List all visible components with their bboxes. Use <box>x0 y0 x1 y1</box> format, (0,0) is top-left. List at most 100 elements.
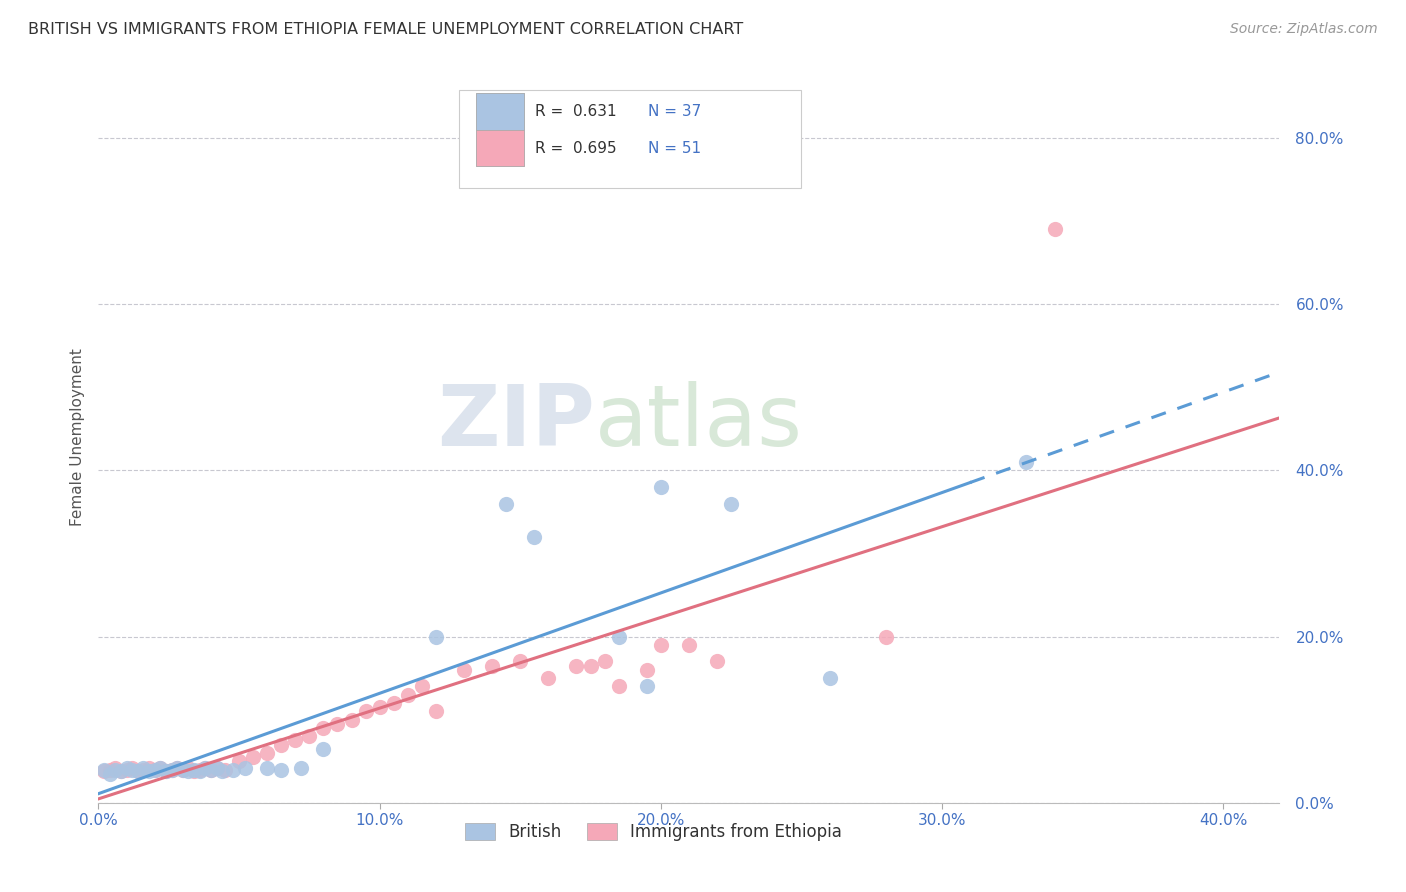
Point <box>509 655 531 669</box>
Point <box>188 763 211 777</box>
Point <box>200 763 222 777</box>
Point <box>579 658 602 673</box>
Point <box>720 497 742 511</box>
Point <box>425 705 447 719</box>
Point <box>104 761 127 775</box>
Point <box>256 761 278 775</box>
Point <box>172 763 194 777</box>
Point <box>523 530 546 544</box>
Point <box>93 763 115 777</box>
Point <box>194 761 217 775</box>
Point <box>121 761 143 775</box>
Point <box>143 763 166 777</box>
Point <box>1043 222 1066 236</box>
Point <box>537 671 560 685</box>
Point <box>396 688 419 702</box>
Text: BRITISH VS IMMIGRANTS FROM ETHIOPIA FEMALE UNEMPLOYMENT CORRELATION CHART: BRITISH VS IMMIGRANTS FROM ETHIOPIA FEMA… <box>28 22 744 37</box>
Text: atlas: atlas <box>595 381 803 464</box>
Y-axis label: Female Unemployment: Female Unemployment <box>69 348 84 526</box>
Point <box>340 713 363 727</box>
FancyBboxPatch shape <box>477 94 523 130</box>
Text: R =  0.631: R = 0.631 <box>536 104 617 120</box>
Point <box>678 638 700 652</box>
Point <box>160 763 183 777</box>
Point <box>127 764 149 779</box>
Point <box>104 763 127 777</box>
Point <box>565 658 588 673</box>
Point <box>270 763 292 777</box>
FancyBboxPatch shape <box>458 90 801 188</box>
Text: R =  0.695: R = 0.695 <box>536 141 617 156</box>
Point <box>593 655 616 669</box>
Point <box>138 764 160 779</box>
Point <box>481 658 503 673</box>
Point <box>425 630 447 644</box>
Point <box>298 729 321 743</box>
Point <box>607 630 630 644</box>
Point <box>411 680 433 694</box>
Legend: British, Immigrants from Ethiopia: British, Immigrants from Ethiopia <box>457 814 851 849</box>
Point <box>155 764 177 779</box>
Point <box>453 663 475 677</box>
Point <box>98 763 121 777</box>
Text: ZIP: ZIP <box>437 381 595 464</box>
Point <box>183 763 205 777</box>
Point <box>110 764 132 779</box>
Point <box>172 763 194 777</box>
Point <box>650 638 672 652</box>
Point <box>115 763 138 777</box>
Point <box>132 761 155 775</box>
Text: Source: ZipAtlas.com: Source: ZipAtlas.com <box>1230 22 1378 37</box>
Point <box>194 761 217 775</box>
FancyBboxPatch shape <box>477 130 523 167</box>
Point <box>115 761 138 775</box>
Point <box>205 761 228 775</box>
Point <box>177 764 200 779</box>
Point <box>138 761 160 775</box>
Point <box>636 680 658 694</box>
Point <box>127 764 149 779</box>
Point <box>160 763 183 777</box>
Point <box>143 763 166 777</box>
Point <box>166 761 188 775</box>
Point <box>256 746 278 760</box>
Point <box>495 497 517 511</box>
Point <box>98 766 121 780</box>
Point <box>200 763 222 777</box>
Point <box>188 764 211 779</box>
Point <box>312 721 335 735</box>
Point <box>1015 455 1038 469</box>
Point <box>326 716 349 731</box>
Point <box>650 480 672 494</box>
Point <box>382 696 405 710</box>
Point <box>706 655 728 669</box>
Point <box>214 763 236 777</box>
Point <box>875 630 897 644</box>
Point <box>284 733 307 747</box>
Point <box>290 761 312 775</box>
Point <box>183 764 205 779</box>
Point <box>354 705 377 719</box>
Text: N = 37: N = 37 <box>648 104 700 120</box>
Point <box>93 764 115 779</box>
Point <box>270 738 292 752</box>
Point <box>166 761 188 775</box>
Point <box>818 671 841 685</box>
Point <box>312 741 335 756</box>
Point <box>636 663 658 677</box>
Point <box>211 764 233 779</box>
Point <box>242 750 264 764</box>
Point <box>205 761 228 775</box>
Point <box>177 761 200 775</box>
Point <box>228 754 250 768</box>
Point <box>149 761 172 775</box>
Point <box>121 763 143 777</box>
Text: N = 51: N = 51 <box>648 141 700 156</box>
Point <box>149 761 172 775</box>
Point <box>155 764 177 779</box>
Point <box>233 761 256 775</box>
Point <box>110 764 132 779</box>
Point <box>222 763 245 777</box>
Point <box>368 700 391 714</box>
Point <box>607 680 630 694</box>
